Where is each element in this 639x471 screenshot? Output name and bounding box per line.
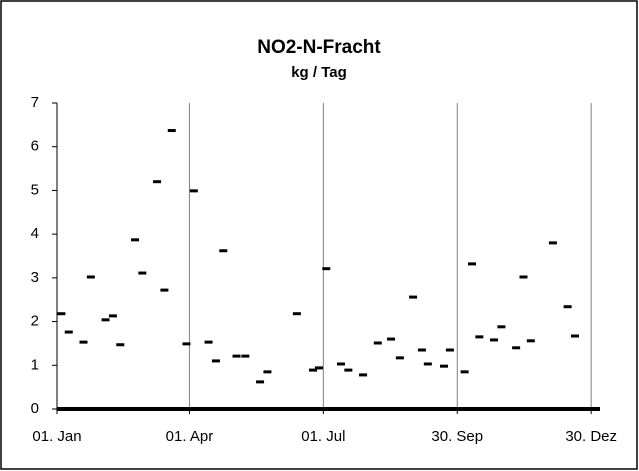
- marker: [138, 271, 147, 275]
- marker: [153, 180, 162, 184]
- marker: [395, 356, 404, 360]
- marker: [309, 368, 318, 372]
- marker: [219, 249, 228, 253]
- y-tick-label: 3: [31, 269, 39, 286]
- marker: [359, 373, 368, 377]
- marker: [445, 348, 454, 352]
- marker: [526, 339, 535, 343]
- chart-title: NO2-N-Fracht: [257, 37, 381, 58]
- y-tick-label: 2: [31, 313, 39, 330]
- y-tick-label: 4: [31, 225, 39, 242]
- marker: [570, 334, 579, 338]
- marker: [241, 354, 250, 358]
- chart-subtitle: kg / Tag: [291, 64, 347, 81]
- marker: [167, 129, 176, 133]
- marker: [417, 348, 426, 352]
- marker: [475, 335, 484, 339]
- marker: [79, 340, 88, 344]
- y-tick-label: 7: [31, 94, 39, 111]
- marker: [467, 262, 476, 266]
- marker: [563, 305, 572, 309]
- marker: [182, 342, 191, 346]
- marker: [314, 366, 323, 370]
- marker: [337, 362, 346, 366]
- marker: [64, 330, 73, 334]
- marker: [263, 370, 272, 374]
- marker: [108, 314, 117, 318]
- marker: [440, 364, 449, 368]
- marker: [519, 275, 528, 279]
- marker: [189, 189, 198, 193]
- marker: [490, 338, 499, 342]
- marker: [322, 267, 331, 271]
- marker: [204, 340, 213, 344]
- marker: [387, 337, 396, 341]
- marker: [116, 343, 125, 347]
- marker: [512, 346, 521, 350]
- marker: [232, 354, 241, 358]
- marker: [86, 275, 95, 279]
- marker: [548, 241, 557, 245]
- marker: [57, 312, 66, 316]
- marker: [344, 368, 353, 372]
- x-tick-label: 30. Dez: [565, 428, 617, 445]
- y-tick-label: 1: [31, 356, 39, 373]
- x-axis: [57, 407, 600, 411]
- y-tick-label: 5: [31, 181, 39, 198]
- marker: [101, 318, 110, 322]
- marker: [409, 295, 418, 299]
- x-tick-label: 01. Apr: [166, 428, 214, 445]
- y-tick-label: 0: [31, 400, 39, 417]
- marker: [211, 359, 220, 363]
- marker: [130, 238, 139, 242]
- y-tick-label: 6: [31, 138, 39, 155]
- marker: [160, 288, 169, 292]
- marker: [497, 325, 506, 329]
- marker: [423, 362, 432, 366]
- marker: [292, 312, 301, 316]
- marker: [460, 370, 469, 374]
- marker: [373, 341, 382, 345]
- marker: [256, 380, 265, 384]
- x-tick-label: 01. Jul: [301, 428, 345, 445]
- x-tick-label: 01. Jan: [32, 428, 81, 445]
- x-tick-label: 30. Sep: [431, 428, 483, 445]
